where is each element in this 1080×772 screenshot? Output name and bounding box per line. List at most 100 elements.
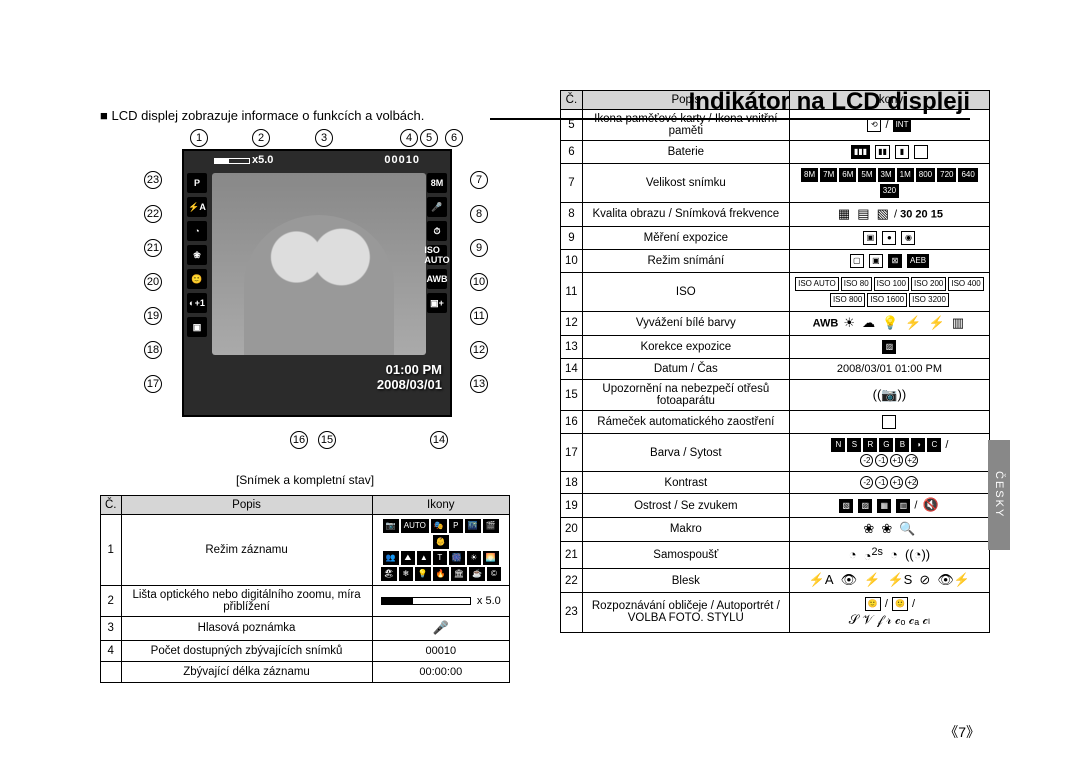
lcd-right-icon: AWB xyxy=(427,269,447,289)
callout-23: 23 xyxy=(144,171,162,189)
table-row: 11ISOISO AUTOISO 80ISO 100ISO 200ISO 400… xyxy=(561,272,990,311)
table-row: 18Kontrast-2-1+1+2 xyxy=(561,472,990,494)
table-row: 8Kvalita obrazu / Snímková frekvence▦ ▤ … xyxy=(561,203,990,227)
intro-line: ■ LCD displej zobrazuje informace o funk… xyxy=(100,108,510,123)
cell-icons: 00:00:00 xyxy=(372,662,509,683)
cell-num: 16 xyxy=(561,411,583,434)
cell-num: 3 xyxy=(101,617,122,641)
page-number: 《7》 xyxy=(944,722,980,742)
cell-desc: Rozpoznávání obličeje / Autoportrét / VO… xyxy=(582,592,789,632)
zoom-value: x5.0 xyxy=(252,154,273,166)
legend-table-right: Č. Popis Ikony 5Ikona paměťové karty / I… xyxy=(560,90,990,633)
cell-desc: Baterie xyxy=(582,141,789,164)
cell-icons: ◔ ◔2s ◔ ((◔)) xyxy=(789,541,989,568)
cell-icons: 00010 xyxy=(372,640,509,661)
th-icons: Ikony xyxy=(372,496,509,515)
cell-desc: Hlasová poznámka xyxy=(121,617,372,641)
cell-icons: 2008/03/01 01:00 PM xyxy=(789,358,989,379)
table-row: 9Měření expozice▣ ● ◉ xyxy=(561,226,990,249)
lcd-right-icon: ⏱ xyxy=(427,221,447,241)
callout-5: 5 xyxy=(420,129,438,147)
table-row: 17Barva / SytostNSRGB◑C /-2-1+1+2 xyxy=(561,434,990,472)
lcd-right-icon: 🎤 xyxy=(427,197,447,217)
sample-photo xyxy=(212,173,426,355)
cell-num: 12 xyxy=(561,311,583,335)
callout-17: 17 xyxy=(144,375,162,393)
cell-icons: 📷AUTO🎭P🌃🎬👶👥⛰▲T🎆☀🌅🏖❄💡🔥🏛☕© xyxy=(372,515,509,586)
table-row: 2Lišta optického nebo digitálního zoomu,… xyxy=(101,586,510,617)
cell-num: 2 xyxy=(101,586,122,617)
cell-icons: ❀ ❀ 🔍 xyxy=(789,517,989,541)
cell-num: 8 xyxy=(561,203,583,227)
cell-num: 21 xyxy=(561,541,583,568)
page-title: Indikátor na LCD displeji xyxy=(490,88,970,120)
zoom-bar-icon xyxy=(214,158,250,164)
table-row: 15Upozornění na nebezpečí otřesů fotoapa… xyxy=(561,380,990,411)
cell-num: 22 xyxy=(561,569,583,593)
table-row: 14Datum / Čas2008/03/01 01:00 PM xyxy=(561,358,990,379)
table-row: 7Velikost snímku8M7M6M5M3M1M800720640320 xyxy=(561,164,990,203)
cell-desc: Rámeček automatického zaostření xyxy=(582,411,789,434)
cell-num: 1 xyxy=(101,515,122,586)
callout-1: 1 xyxy=(190,129,208,147)
callout-18: 18 xyxy=(144,341,162,359)
cell-desc: Korekce expozice xyxy=(582,335,789,358)
callout-21: 21 xyxy=(144,239,162,257)
cell-desc: Makro xyxy=(582,517,789,541)
legend-table-left: Č. Popis Ikony 1Režim záznamu📷AUTO🎭P🌃🎬👶👥… xyxy=(100,495,510,683)
cell-desc: ISO xyxy=(582,272,789,311)
cell-num: 17 xyxy=(561,434,583,472)
shot-counter: 00010 xyxy=(384,154,420,166)
cell-desc: Kvalita obrazu / Snímková frekvence xyxy=(582,203,789,227)
cell-icons: ⚡A 👁 ⚡ ⚡S ⊘ 👁⚡ xyxy=(789,569,989,593)
table-row: 6Baterie▮▮▮ ▮▮ ▮ xyxy=(561,141,990,164)
callout-22: 22 xyxy=(144,205,162,223)
cell-desc: Blesk xyxy=(582,569,789,593)
table-row: 10Režim snímání▢ ▣ ⊠ AEB xyxy=(561,249,990,272)
table-row: 21Samospoušť◔ ◔2s ◔ ((◔)) xyxy=(561,541,990,568)
lcd-left-icon: ◔ xyxy=(187,221,207,241)
lcd-left-icon: 🙂 xyxy=(187,269,207,289)
cell-icons: 🎤 xyxy=(372,617,509,641)
lcd-screen: x5.0 00010 P⚡A◔❀🙂◐+1▣ 8M🎤⏱ISOAUTOAWB▣+ 0… xyxy=(182,149,452,417)
callout-13: 13 xyxy=(470,375,488,393)
cell-icons: AWB ☀ ☁ 💡 ⚡ ⚡ ▥ xyxy=(789,311,989,335)
lcd-right-icon: ▣+ xyxy=(427,293,447,313)
table-row: 20Makro❀ ❀ 🔍 xyxy=(561,517,990,541)
callout-10: 10 xyxy=(470,273,488,291)
cell-desc: Lišta optického nebo digitálního zoomu, … xyxy=(121,586,372,617)
cell-desc: Počet dostupných zbývajících snímků xyxy=(121,640,372,661)
callout-7: 7 xyxy=(470,171,488,189)
cell-desc: Velikost snímku xyxy=(582,164,789,203)
lcd-timestamp: 01:00 PM 2008/03/01 xyxy=(377,362,442,393)
lcd-left-icon: ◐+1 xyxy=(187,293,207,313)
table-row: 22Blesk⚡A 👁 ⚡ ⚡S ⊘ 👁⚡ xyxy=(561,569,990,593)
table-row: 3Hlasová poznámka🎤 xyxy=(101,617,510,641)
cell-desc: Barva / Sytost xyxy=(582,434,789,472)
table-row: 13Korekce expozice▨ xyxy=(561,335,990,358)
cell-num: 15 xyxy=(561,380,583,411)
cell-num: 11 xyxy=(561,272,583,311)
callout-8: 8 xyxy=(470,205,488,223)
lcd-left-icon: ❀ xyxy=(187,245,207,265)
left-column: ■ LCD displej zobrazuje informace o funk… xyxy=(100,90,510,683)
callout-2: 2 xyxy=(252,129,270,147)
callout-16: 16 xyxy=(290,431,308,449)
callout-14: 14 xyxy=(430,431,448,449)
cell-icons: NSRGB◑C /-2-1+1+2 xyxy=(789,434,989,472)
cell-icons: 🙂 / 🙂 /𝒮 𝒱 𝒻 𝓇 𝒸ₒ 𝒸ₐ 𝒸ₗ xyxy=(789,592,989,632)
language-tab: ČESKY xyxy=(988,440,1010,550)
lcd-left-icon: ▣ xyxy=(187,317,207,337)
th-num: Č. xyxy=(101,496,122,515)
callout-19: 19 xyxy=(144,307,162,325)
intro-text: LCD displej zobrazuje informace o funkcí… xyxy=(111,108,424,123)
lcd-time: 01:00 PM xyxy=(377,362,442,378)
cell-num xyxy=(101,662,122,683)
cell-num: 19 xyxy=(561,494,583,518)
cell-num: 9 xyxy=(561,226,583,249)
cell-desc: Samospoušť xyxy=(582,541,789,568)
callout-20: 20 xyxy=(144,273,162,291)
cell-num: 10 xyxy=(561,249,583,272)
cell-icons xyxy=(789,411,989,434)
cell-icons: x 5.0 xyxy=(372,586,509,617)
